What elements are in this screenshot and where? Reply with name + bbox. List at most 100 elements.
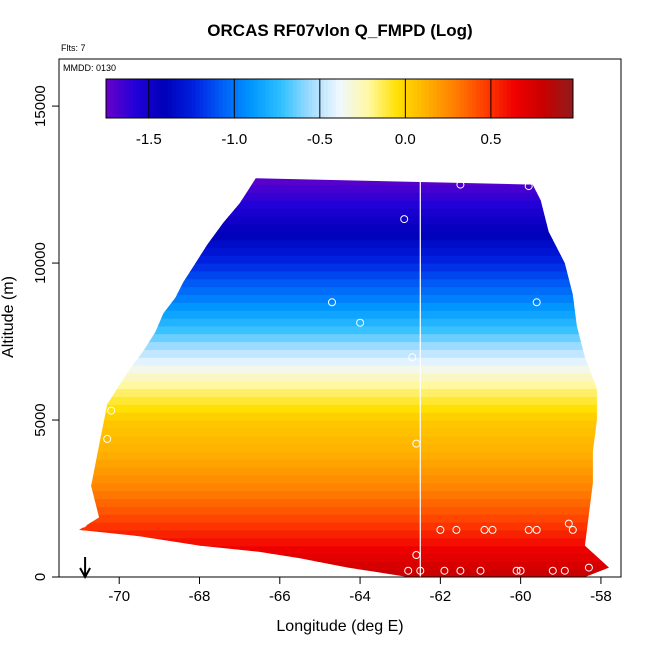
colorbar-swatch (506, 79, 512, 118)
data-field (59, 169, 621, 578)
colorbar-swatch (436, 79, 442, 118)
observation-point (456, 180, 465, 189)
x-tick-label: -64 (349, 588, 371, 605)
field-band (79, 388, 610, 397)
colorbar-swatch (222, 79, 228, 118)
colorbar-swatch (144, 79, 150, 118)
colorbar-swatch (343, 79, 348, 118)
colorbar-swatch (148, 79, 154, 118)
colorbar-tick-label: 0.0 (395, 131, 416, 148)
colorbar-swatch (483, 79, 488, 118)
observation-point (456, 566, 465, 575)
colorbar-swatch (230, 79, 235, 118)
observation-point (408, 353, 417, 362)
colorbar-swatch (549, 79, 555, 118)
colorbar-swatch (281, 79, 286, 118)
observation-point (263, 168, 272, 176)
field-band (79, 223, 610, 233)
colorbar-swatch (502, 79, 508, 118)
colorbar-swatch (277, 79, 282, 118)
observations (79, 168, 593, 575)
colorbar-swatch (537, 79, 543, 118)
field-band (79, 569, 610, 578)
colorbar-swatch (534, 79, 539, 118)
colorbar-swatch (125, 79, 130, 118)
colorbar-swatch (265, 79, 270, 118)
colorbar-swatch (565, 79, 570, 118)
observation-point (79, 519, 88, 528)
colorbar-swatch (460, 79, 465, 118)
colorbar-swatch (432, 79, 438, 118)
colorbar-swatch (156, 79, 161, 118)
colorbar-swatch (405, 79, 411, 118)
y-tick-label: 0 (32, 573, 49, 581)
field-band (59, 169, 621, 177)
colorbar-swatch (117, 79, 123, 118)
field-band (79, 435, 610, 445)
colorbar-swatch (300, 79, 305, 118)
colorbar-frame (105, 78, 574, 119)
colorbar-swatch (183, 79, 189, 118)
x-tick-label: -58 (590, 588, 612, 605)
colorbar-swatch (397, 79, 403, 118)
observation-point (356, 318, 365, 327)
colorbar-swatch (133, 79, 138, 118)
observation-point (412, 439, 421, 448)
observation-point (524, 525, 533, 534)
field-band (79, 247, 610, 256)
colorbar-swatch (491, 79, 496, 118)
colorbar-swatch (242, 79, 247, 118)
colorbar-swatch (234, 79, 239, 118)
colorbar-swatch (370, 79, 376, 118)
field-band (79, 294, 610, 303)
observation-point (564, 519, 573, 528)
colorbar-swatch (347, 79, 352, 118)
observation-point (568, 525, 577, 534)
field-band (79, 318, 610, 327)
colorbar-swatch (479, 79, 484, 118)
observation-point (436, 525, 445, 534)
colorbar-swatch (421, 79, 426, 118)
field-band (79, 286, 610, 295)
observation-point (103, 434, 112, 443)
field-band (79, 475, 610, 484)
colorbar-swatch (561, 79, 566, 118)
colorbar-swatch (316, 79, 321, 118)
field-band (79, 208, 610, 217)
field-band (79, 231, 610, 241)
x-tick-label: -66 (269, 588, 291, 605)
flights-note: Flts: 7 (61, 43, 86, 53)
field-band (79, 490, 610, 500)
x-tick-label: -70 (108, 588, 130, 605)
colorbar-swatch (526, 79, 531, 118)
colorbar-swatch (429, 79, 434, 118)
colorbar-swatch (312, 79, 317, 118)
observation-point (548, 566, 557, 575)
colorbar-swatch (218, 79, 224, 118)
colorbar-swatch (417, 79, 422, 118)
colorbar-swatch (288, 79, 294, 118)
colorbar-swatch (339, 79, 344, 118)
colorbar-swatch (160, 79, 165, 118)
colorbar-swatch (191, 79, 197, 118)
colorbar-swatch (553, 79, 558, 118)
colorbar-tick-label: 0.5 (480, 131, 501, 148)
field-band (79, 192, 610, 201)
field-band (79, 239, 610, 248)
field-band (79, 263, 610, 272)
observation-point (476, 566, 485, 575)
colorbar-swatch (304, 79, 309, 118)
observation-point (440, 566, 449, 575)
colorbar-swatch (335, 79, 340, 118)
x-tick-label: -68 (189, 588, 211, 605)
colorbar-swatch (518, 79, 523, 118)
field-band (79, 404, 610, 413)
observation-point (524, 182, 533, 191)
colorbar-swatch (475, 79, 481, 118)
x-tick-label: -62 (430, 588, 452, 605)
field-band (79, 427, 610, 437)
colorbar-swatch (456, 79, 461, 118)
colorbar-swatch (569, 79, 574, 118)
observation-point (532, 525, 541, 534)
